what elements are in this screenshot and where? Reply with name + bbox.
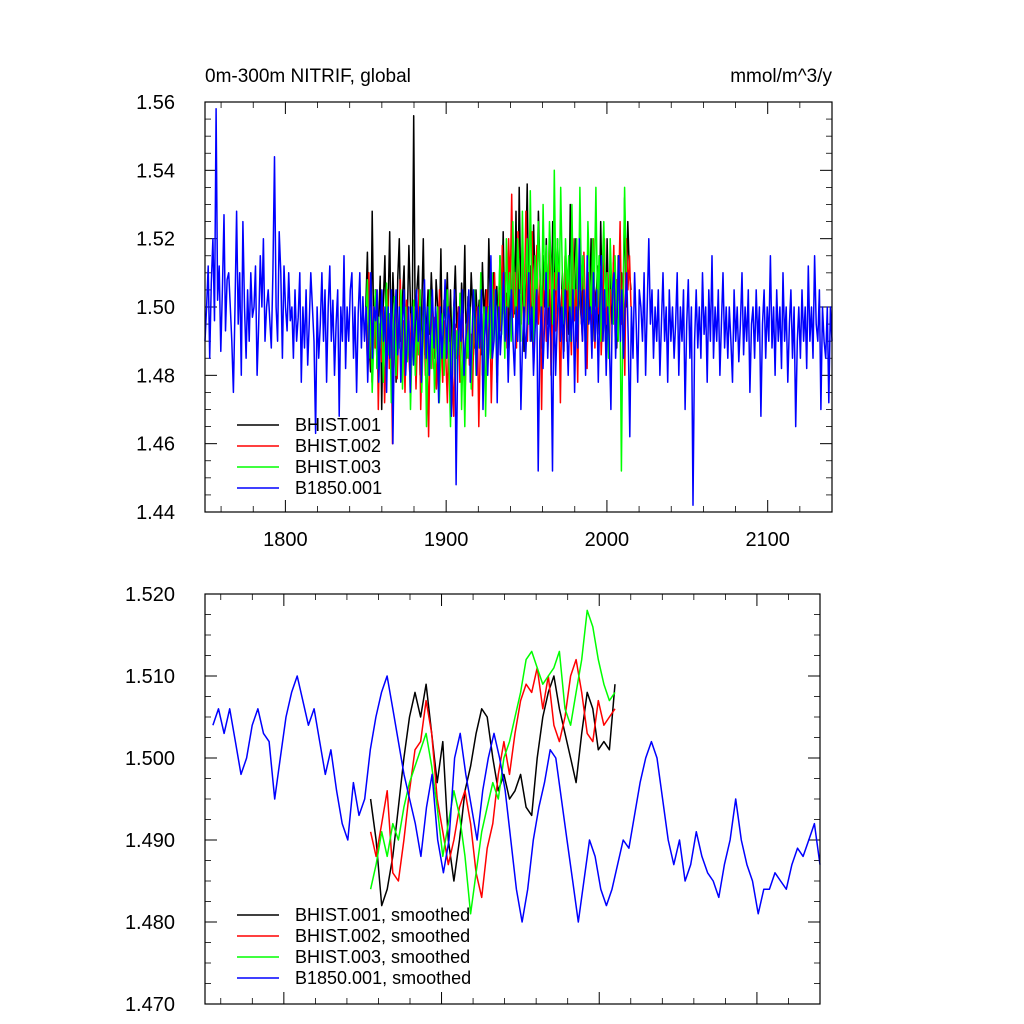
bottom-ytick-label: 1.470: [125, 994, 175, 1016]
top-xtick-label: 2100: [745, 529, 790, 551]
top-xtick-label: 2000: [585, 529, 630, 551]
top-ytick-label: 1.52: [136, 229, 175, 251]
bottom-tick-labels: 1.470 1.480 1.490 1.500 1.510 1.520: [125, 584, 175, 1016]
nitrif-smoothed-panel: 1.470 1.480 1.490 1.500 1.510 1.520 BHIST.001…: [125, 584, 821, 1016]
nitrif-annual-panel: 0m-300m NITRIF, global mmol/m^3/y 1800 19…: [136, 66, 833, 551]
bottom-plot-frame: [204, 593, 821, 1005]
bottom-ytick-label: 1.480: [125, 912, 175, 934]
bottom-series-line-bhist-001-smoothed: [369, 675, 616, 907]
top-tick-labels: 1800 1900 2000 2100 1.44 1.46 1.48 1.50 1.52 1.54…: [136, 92, 790, 551]
top-ytick-label: 1.54: [136, 160, 175, 182]
top-xtick-label: 1800: [263, 529, 308, 551]
top-legend-label: B1850.001: [295, 478, 382, 498]
bottom-legend-label: BHIST.001, smoothed: [295, 905, 470, 925]
bottom-ytick-label: 1.520: [125, 584, 175, 606]
top-series-lines: [204, 108, 833, 506]
bottom-ytick-label: 1.500: [125, 748, 175, 770]
bottom-ytick-label: 1.510: [125, 666, 175, 688]
top-ytick-label: 1.44: [136, 502, 175, 524]
top-ytick-label: 1.48: [136, 365, 175, 387]
bottom-ytick-label: 1.490: [125, 830, 175, 852]
bottom-legend-label: BHIST.002, smoothed: [295, 926, 470, 946]
top-xtick-label: 1900: [424, 529, 469, 551]
chart-title: 0m-300m NITRIF, global: [205, 66, 411, 87]
bottom-axis-ticks: [205, 593, 821, 1005]
top-legend-label: BHIST.001: [295, 415, 381, 435]
top-plot-frame: [204, 101, 833, 513]
top-ytick-label: 1.50: [136, 297, 175, 319]
top-legend-label: BHIST.002: [295, 436, 381, 456]
bottom-legend-label: BHIST.003, smoothed: [295, 947, 470, 967]
bottom-series-line-bhist-003-smoothed: [369, 609, 616, 915]
bottom-series-lines: [212, 609, 821, 923]
units-label: mmol/m^3/y: [730, 66, 832, 87]
bottom-legend-label: B1850.001, smoothed: [295, 968, 471, 988]
bottom-series-line-bhist-002-smoothed: [369, 658, 616, 899]
top-legend-label: BHIST.003: [295, 457, 381, 477]
bottom-series-line-b1850-001-smoothed: [212, 675, 821, 923]
top-ytick-label: 1.46: [136, 434, 175, 456]
top-series-line-b1850-001: [204, 108, 833, 506]
top-ytick-label: 1.56: [136, 92, 175, 114]
